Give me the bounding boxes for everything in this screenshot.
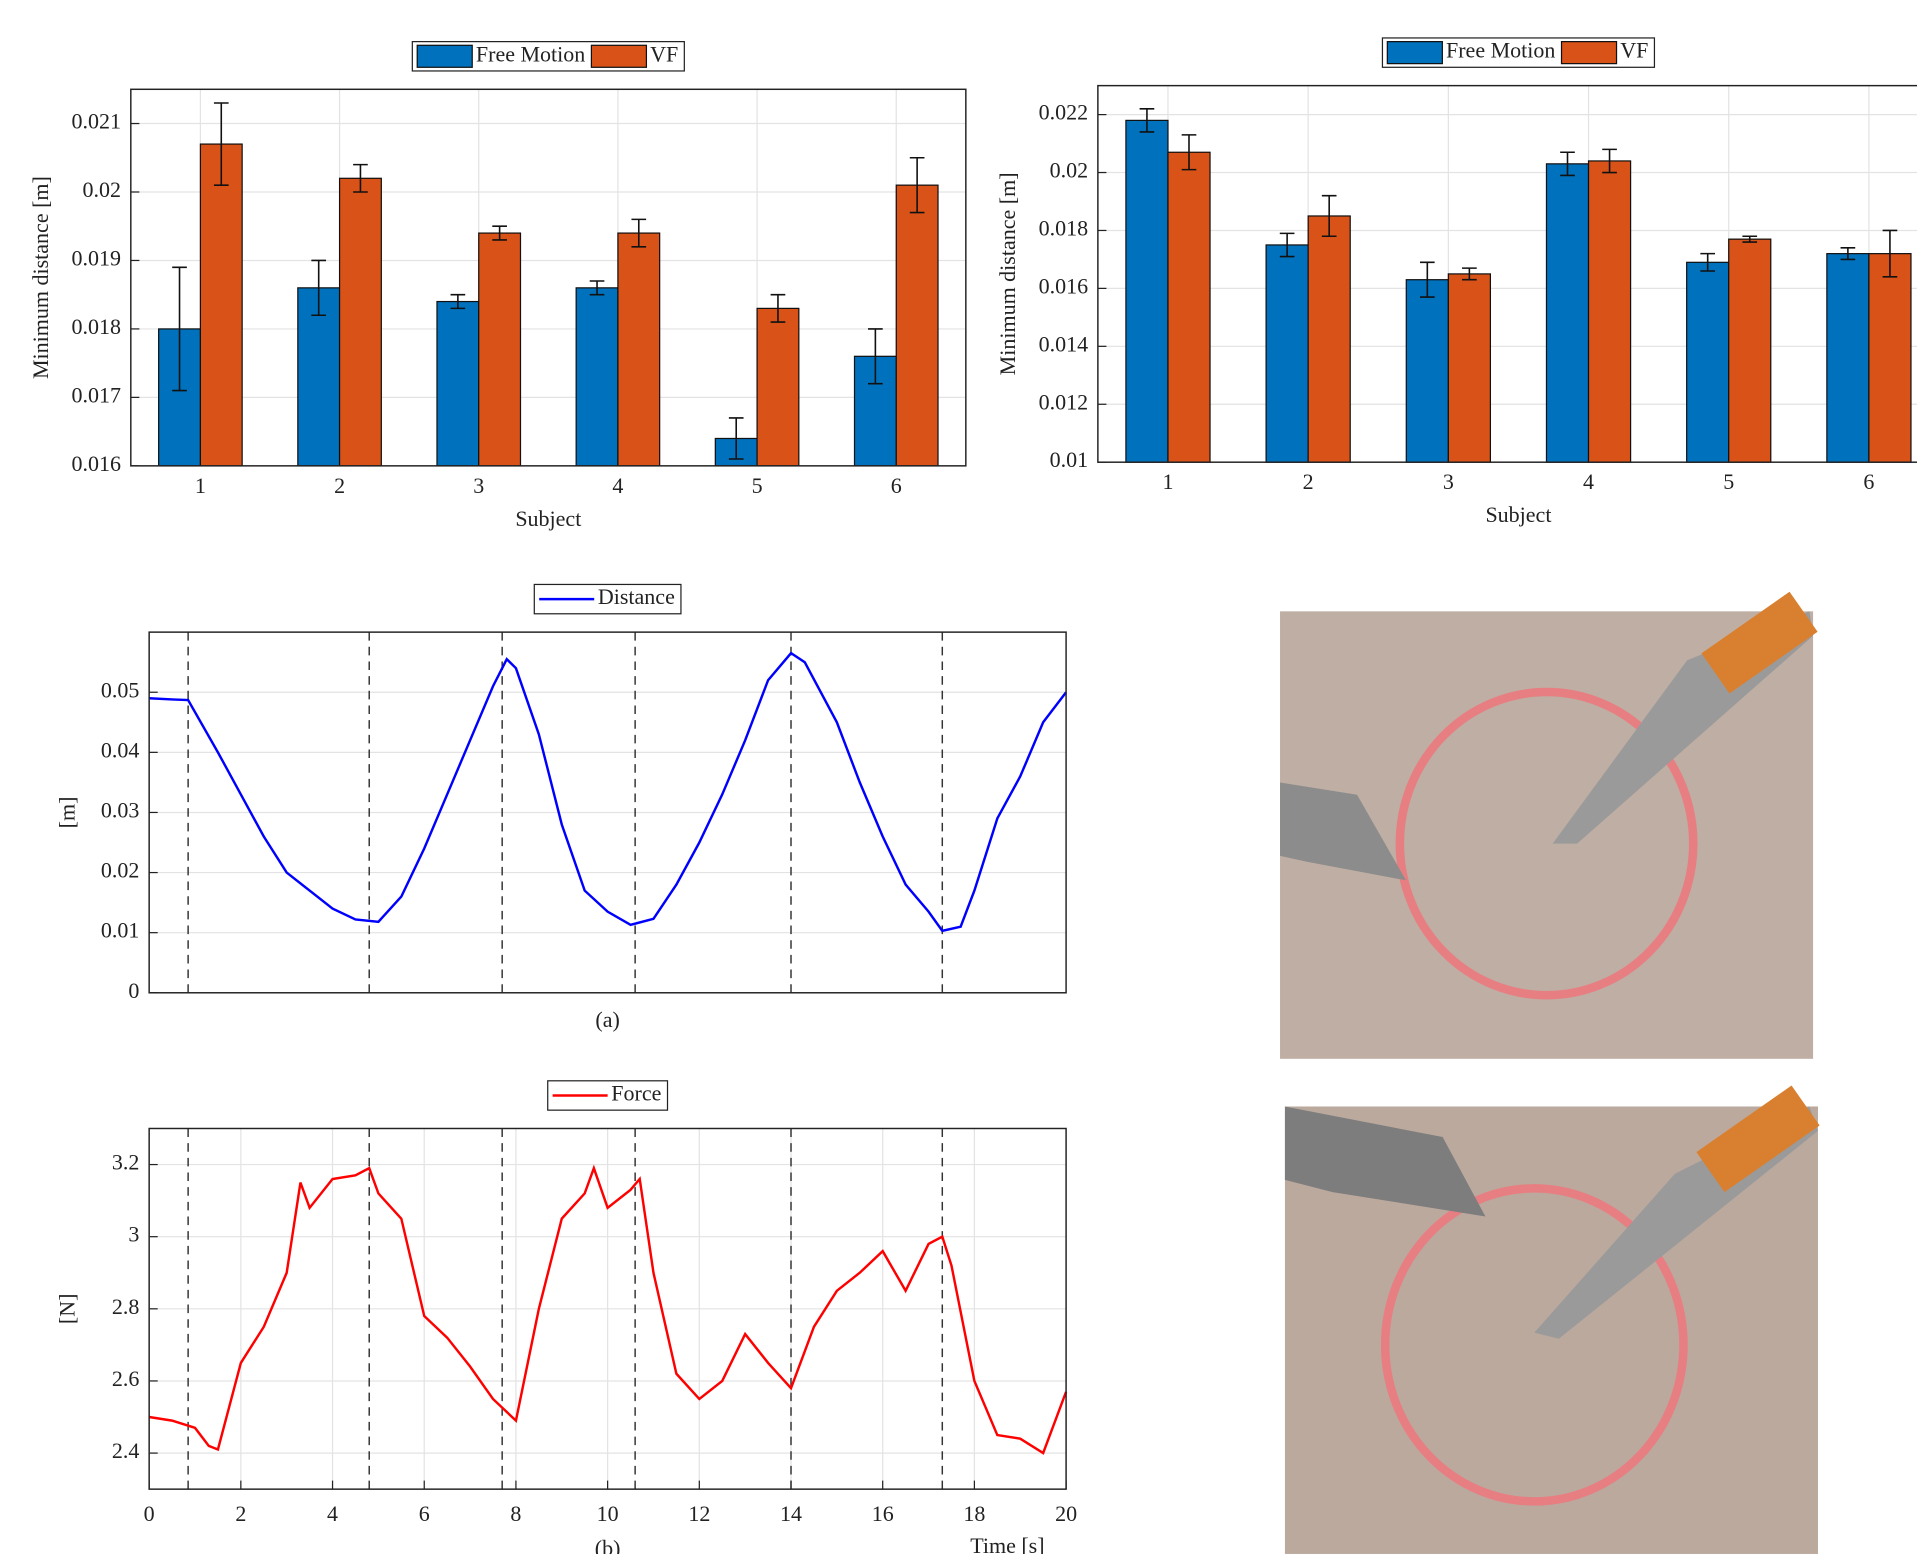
y-tick-label: 0.017 bbox=[72, 382, 122, 407]
bar bbox=[1126, 120, 1168, 462]
bar bbox=[1308, 216, 1350, 462]
bar bbox=[1687, 262, 1729, 462]
y-axis-label: [N] bbox=[55, 1294, 80, 1325]
x-tick-label: 4 bbox=[327, 1501, 338, 1526]
caption: (a) bbox=[595, 1007, 619, 1032]
y-tick-label: 0.016 bbox=[72, 451, 122, 476]
bar bbox=[1869, 254, 1911, 463]
y-tick-label: 0.01 bbox=[101, 918, 140, 943]
legend-swatch bbox=[417, 45, 472, 67]
x-tick-label: 6 bbox=[1863, 469, 1874, 494]
legend-label: VF bbox=[1620, 38, 1648, 63]
y-tick-label: 0.019 bbox=[72, 246, 122, 271]
x-tick-label: 2 bbox=[235, 1501, 246, 1526]
x-tick-label: 5 bbox=[1723, 469, 1734, 494]
y-tick-label: 2.4 bbox=[112, 1438, 140, 1463]
legend: Force bbox=[548, 1081, 668, 1111]
x-tick-label: 4 bbox=[1583, 469, 1594, 494]
bar bbox=[576, 288, 618, 466]
y-tick-label: 0.016 bbox=[1039, 273, 1089, 298]
bar bbox=[1827, 254, 1869, 463]
photo bbox=[1285, 1085, 1820, 1553]
bar bbox=[1406, 280, 1448, 462]
x-tick-label: 20 bbox=[1055, 1501, 1077, 1526]
y-tick-label: 0.02 bbox=[83, 177, 122, 202]
y-tick-label: 0.05 bbox=[101, 677, 140, 702]
y-tick-label: 0 bbox=[128, 978, 139, 1003]
y-tick-label: 3.2 bbox=[112, 1150, 140, 1175]
bar bbox=[340, 178, 382, 466]
y-tick-label: 0.02 bbox=[101, 858, 140, 883]
x-axis-label: Subject bbox=[515, 506, 581, 531]
bar bbox=[1168, 152, 1210, 462]
figure: 0.0160.0170.0180.0190.020.021123456Minim… bbox=[0, 0, 1917, 1554]
bar bbox=[618, 233, 660, 466]
y-tick-label: 0.012 bbox=[1039, 389, 1089, 414]
y-tick-label: 0.03 bbox=[101, 798, 140, 823]
legend-label: Free Motion bbox=[476, 41, 585, 66]
y-axis-label: [m] bbox=[55, 797, 80, 829]
x-tick-label: 6 bbox=[891, 473, 902, 498]
y-axis-label: Minimum distance [m] bbox=[28, 176, 53, 379]
x-tick-label: 18 bbox=[963, 1501, 985, 1526]
y-tick-label: 2.6 bbox=[112, 1366, 140, 1391]
bar bbox=[896, 185, 938, 466]
bar bbox=[437, 302, 479, 466]
legend: Free Motion VF bbox=[1382, 38, 1654, 68]
caption: (b) bbox=[595, 1535, 621, 1554]
x-tick-label: 0 bbox=[144, 1501, 155, 1526]
x-tick-label: 3 bbox=[1443, 469, 1454, 494]
bar bbox=[1729, 239, 1771, 462]
y-axis-label: Minimum distance [m] bbox=[995, 172, 1020, 375]
bar bbox=[757, 308, 799, 465]
y-tick-label: 0.04 bbox=[101, 737, 140, 762]
x-tick-label: 4 bbox=[612, 473, 623, 498]
bar bbox=[1266, 245, 1308, 462]
legend: Free Motion VF bbox=[412, 41, 684, 71]
x-tick-label: 3 bbox=[473, 473, 484, 498]
y-tick-label: 0.02 bbox=[1050, 158, 1089, 183]
x-tick-label: 16 bbox=[872, 1501, 894, 1526]
x-tick-label: 2 bbox=[334, 473, 345, 498]
legend-swatch bbox=[1387, 42, 1442, 64]
y-tick-label: 0.021 bbox=[72, 109, 122, 134]
x-tick-label: 14 bbox=[780, 1501, 802, 1526]
x-axis-label: Subject bbox=[1485, 502, 1551, 527]
x-tick-label: 12 bbox=[688, 1501, 710, 1526]
bar bbox=[479, 233, 521, 466]
legend: Distance bbox=[534, 584, 681, 614]
photo bbox=[1280, 592, 1818, 1059]
legend-swatch bbox=[591, 45, 646, 67]
x-tick-label: 8 bbox=[510, 1501, 521, 1526]
x-tick-label: 6 bbox=[419, 1501, 430, 1526]
x-tick-label: 1 bbox=[195, 473, 206, 498]
bar bbox=[1546, 164, 1588, 462]
legend-label: Force bbox=[611, 1081, 661, 1106]
y-tick-label: 3 bbox=[128, 1222, 139, 1247]
y-tick-label: 0.018 bbox=[1039, 216, 1089, 241]
x-tick-label: 5 bbox=[752, 473, 763, 498]
x-axis-label: Time [s] bbox=[970, 1533, 1044, 1554]
bar bbox=[200, 144, 242, 466]
y-tick-label: 0.01 bbox=[1050, 447, 1089, 472]
y-tick-label: 0.018 bbox=[72, 314, 122, 339]
x-tick-label: 10 bbox=[597, 1501, 619, 1526]
bar bbox=[1448, 274, 1490, 462]
legend-label: VF bbox=[650, 41, 678, 66]
bar bbox=[1589, 161, 1631, 462]
legend-swatch bbox=[1562, 42, 1617, 64]
legend-label: Distance bbox=[598, 584, 675, 609]
y-tick-label: 0.022 bbox=[1039, 100, 1089, 125]
page: 0.0160.0170.0180.0190.020.021123456Minim… bbox=[0, 0, 1917, 1554]
y-tick-label: 2.8 bbox=[112, 1294, 140, 1319]
y-tick-label: 0.014 bbox=[1039, 331, 1089, 356]
legend-label: Free Motion bbox=[1446, 38, 1555, 63]
x-tick-label: 2 bbox=[1303, 469, 1314, 494]
x-tick-label: 1 bbox=[1162, 469, 1173, 494]
